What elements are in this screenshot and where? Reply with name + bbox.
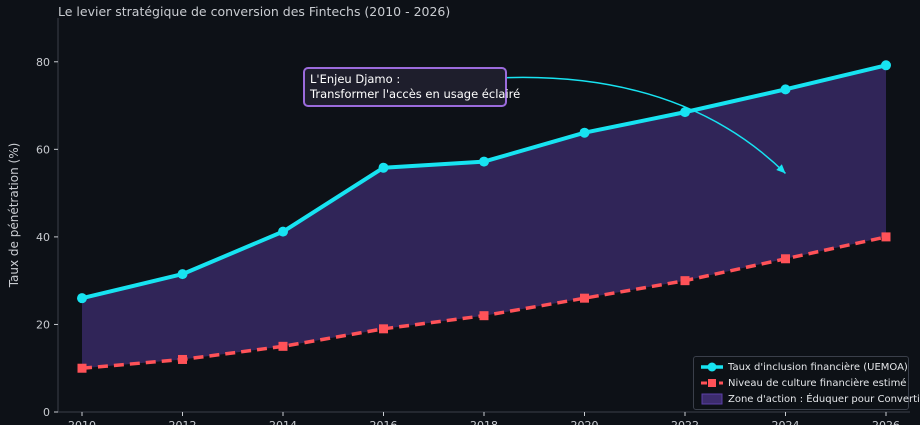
legend-item-inclusion: Taux d'inclusion financière (UEMOA) <box>700 360 908 374</box>
series <box>77 60 891 373</box>
legend-label-culture: Niveau de culture financière estimé <box>728 377 907 389</box>
x-tick-label: 2018 <box>470 419 498 425</box>
chart-title: Le levier stratégique de conversion des … <box>58 4 451 19</box>
x-tick-label: 2026 <box>872 419 900 425</box>
y-tick-label: 80 <box>36 56 50 69</box>
x-tick-label: 2010 <box>68 419 96 425</box>
x-tick-label: 2024 <box>772 419 800 425</box>
annotation-line-1: L'Enjeu Djamo : <box>310 72 401 86</box>
culture-point <box>881 232 891 242</box>
inclusion-point <box>881 60 891 71</box>
inclusion-point <box>479 156 489 167</box>
culture-point <box>379 324 388 334</box>
x-tick-label: 2016 <box>370 419 398 425</box>
culture-point <box>479 311 489 321</box>
y-tick-label: 20 <box>36 318 50 331</box>
inclusion-point <box>77 293 87 304</box>
inclusion-point <box>579 127 590 138</box>
annotation-arrow <box>496 76 787 174</box>
culture-point <box>580 293 589 303</box>
y-tick-label: 40 <box>36 231 50 244</box>
culture-point <box>77 363 87 373</box>
axes: 0 20 40 60 80 2010 2012 2014 2016 2018 2020 2022 202… <box>36 18 910 425</box>
culture-point <box>278 341 288 351</box>
legend-label-inclusion: Taux d'inclusion financière (UEMOA) <box>728 361 908 373</box>
culture-point <box>178 354 187 364</box>
legend: Taux d'inclusion financière (UEMOA) Nive… <box>693 356 920 410</box>
inclusion-point <box>278 226 288 237</box>
culture-point <box>781 254 790 264</box>
x-tick-label: 2014 <box>269 419 297 425</box>
inclusion-point <box>680 107 690 118</box>
action-zone-fill <box>82 65 886 369</box>
annotation-line-2: Transformer l'accès en usage éclairé <box>310 87 521 101</box>
y-axis-label: Taux de pénétration (%) <box>7 143 21 289</box>
legend-swatch-zone <box>701 393 723 405</box>
annotation-box: L'Enjeu Djamo : Transformer l'accès en u… <box>303 67 521 107</box>
y-tick-label: 60 <box>36 143 50 156</box>
legend-swatch-inclusion <box>701 362 723 372</box>
legend-item-zone: Zone d'action : Éduquer pour Convertir <box>700 392 920 406</box>
legend-item-culture: Niveau de culture financière estimé <box>700 376 906 390</box>
x-tick-label: 2020 <box>571 419 599 425</box>
x-tick-label: 2022 <box>671 419 699 425</box>
annotation-arrowhead <box>776 164 786 174</box>
legend-label-zone: Zone d'action : Éduquer pour Convertir <box>728 393 920 405</box>
inclusion-point <box>378 162 389 173</box>
culture-point <box>680 276 690 286</box>
y-tick-label: 0 <box>43 406 50 419</box>
inclusion-point <box>780 84 791 95</box>
legend-swatch-culture <box>701 379 723 387</box>
x-tick-label: 2012 <box>169 419 197 425</box>
inclusion-point <box>177 269 188 280</box>
